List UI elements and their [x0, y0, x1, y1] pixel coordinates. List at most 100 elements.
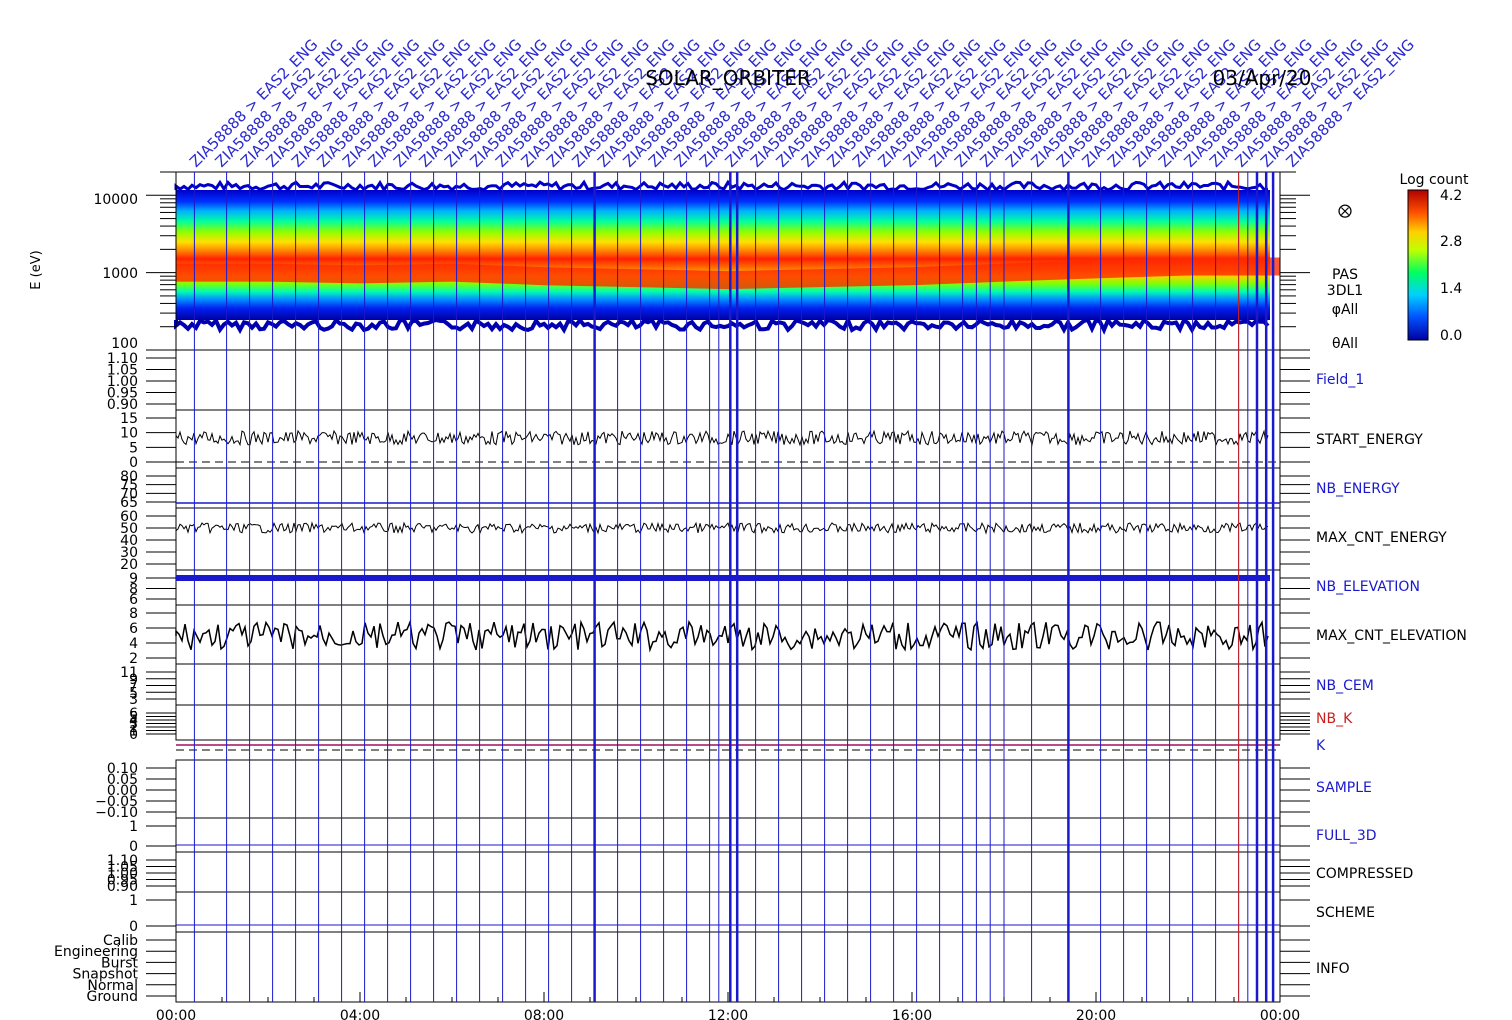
spec-side-label-phi: φAll [1332, 302, 1359, 318]
panel-ytick-label: 0.10 [107, 761, 138, 777]
panel-label: SCHEME [1316, 905, 1375, 921]
panel-ytick-label: 80 [120, 469, 138, 485]
panel-ytick-label: 65 [120, 495, 138, 511]
panel-label: COMPRESSED [1316, 866, 1413, 882]
panel-ytick-label: 20 [120, 557, 138, 573]
spec-ytick-100: 100 [111, 336, 138, 352]
panel-ytick-label: Normal [87, 978, 138, 994]
panel-ytick-label: 2 [129, 720, 138, 736]
time-tick-label: 04:00 [340, 1008, 380, 1020]
panel-ytick-label: 1.10 [107, 853, 138, 869]
panel-ytick-label: Ground [87, 989, 139, 1005]
panel-label: START_ENERGY [1316, 432, 1423, 448]
page-title: SOLAR_ORBITER [645, 66, 811, 90]
spectrogram-bottom-edge [174, 314, 1270, 335]
time-tick-label: 12:00 [708, 1008, 748, 1020]
panel-ytick-label: 70 [120, 486, 138, 502]
spec-side-label-product: 3DL1 [1327, 283, 1363, 299]
panel-frame [175, 704, 1281, 741]
time-tick-label: 16:00 [892, 1008, 932, 1020]
colorbar-title: Log count [1400, 172, 1469, 188]
start-energy-trace [175, 429, 1269, 447]
panel-ytick-label: Calib [103, 933, 138, 949]
panel-label: MAX_CNT_ENERGY [1316, 530, 1447, 546]
max-cnt-elevation-trace [175, 619, 1269, 653]
colorbar-tick-max: 4.2 [1440, 188, 1462, 204]
panel-ytick-label: −0.05 [95, 794, 138, 810]
panel-ytick-label: 5 [129, 440, 138, 456]
panel-ytick-label: 0.00 [107, 783, 138, 799]
panel-ytick-label: 6 [129, 706, 138, 722]
panels-group: Field_11.101.051.000.950.90START_ENERGY1… [54, 349, 1467, 1005]
max-cnt-energy-trace [175, 521, 1269, 535]
panel-ytick-label: 1.00 [107, 374, 138, 390]
panel-ytick-label: 15 [120, 411, 138, 427]
panel-ytick-label: 0 [129, 839, 138, 855]
panel-ytick-label: 5 [129, 685, 138, 701]
panel-ytick-label: 3 [129, 717, 138, 733]
colorbar-tick-min: 0.0 [1440, 328, 1462, 344]
panel-ytick-label: 0.95 [107, 873, 138, 889]
panel-ytick-label: 30 [120, 545, 138, 561]
panel-ytick-label: 10 [120, 426, 138, 442]
panel-ytick-label: 9 [129, 571, 138, 587]
panel-label: FULL_3D [1316, 828, 1377, 844]
panel-label: INFO [1316, 961, 1350, 977]
panel-ytick-label: 4 [129, 713, 138, 729]
time-tick-label: 00:00 [1260, 1008, 1300, 1020]
spec-ytick-10000: 10000 [93, 192, 138, 208]
panel-ytick-label: 0.95 [107, 386, 138, 402]
traces-group [175, 429, 1280, 926]
panel-label: NB_CEM [1316, 678, 1374, 694]
panel-ytick-label: 4 [129, 636, 138, 652]
panel-label: NB_K [1316, 711, 1353, 727]
spec-side-label-theta: θAll [1332, 336, 1358, 352]
spectrogram-base [176, 190, 1270, 320]
panel-label: MAX_CNT_ELEVATION [1316, 628, 1467, 644]
panel-ytick-label: 0 [129, 919, 138, 935]
panel-ytick-label: 1.05 [107, 363, 138, 379]
panel-ytick-label: 7 [129, 679, 138, 695]
panel-label: K [1316, 738, 1326, 754]
nb-elevation-trace [176, 575, 1270, 581]
panel-ytick-label: 8 [129, 606, 138, 622]
panel-ytick-label: 6 [129, 592, 138, 608]
spectrogram-ylabel: E (eV) [29, 250, 44, 289]
panel-ytick-label: Engineering [54, 944, 138, 960]
time-tick-label: 00:00 [156, 1008, 196, 1020]
panel-ytick-label: Snapshot [73, 967, 139, 983]
panel-ytick-label: 1 [129, 819, 138, 835]
panel-ytick-label: 50 [120, 521, 138, 537]
panel-ytick-label: 60 [120, 509, 138, 525]
colorbar-tick-3: 1.4 [1440, 281, 1462, 297]
panel-ytick-label: 1.00 [107, 866, 138, 882]
panel-label: NB_ENERGY [1316, 481, 1400, 497]
time-tick-label: 20:00 [1076, 1008, 1116, 1020]
panel-ytick-label: 1 [129, 893, 138, 909]
time-tick-label: 08:00 [524, 1008, 564, 1020]
panel-label: SAMPLE [1316, 780, 1372, 796]
panel-ytick-label: 0.90 [107, 879, 138, 895]
date-label: 03/Apr/20 [1213, 66, 1312, 90]
panel-label: Field_1 [1316, 372, 1364, 388]
crossed-circle-icon: ⨂ [1338, 203, 1352, 219]
spectrogram [146, 171, 1310, 351]
spec-ytick-1000: 1000 [102, 266, 138, 282]
panel-ytick-label: 11 [120, 665, 138, 681]
panel-ytick-label: 3 [129, 692, 138, 708]
panel-ytick-label: 0.90 [107, 397, 138, 413]
panel-ytick-label: 2 [129, 651, 138, 667]
panel-ytick-label: 8 [129, 582, 138, 598]
colorbar-tick-2: 2.8 [1440, 234, 1462, 250]
panel-label: NB_ELEVATION [1316, 579, 1420, 595]
panel-ytick-label: 9 [129, 672, 138, 688]
panel-ytick-label: 40 [120, 533, 138, 549]
colorbar [1407, 189, 1429, 341]
panel-ytick-label: 1.05 [107, 860, 138, 876]
time-axis: 00:00 04:00 08:00 12:00 16:00 20:00 00:00 [156, 992, 1300, 1020]
panel-ytick-label: Burst [101, 955, 139, 971]
panel-ytick-label: 6 [129, 621, 138, 637]
panel-ytick-label: 75 [120, 478, 138, 494]
